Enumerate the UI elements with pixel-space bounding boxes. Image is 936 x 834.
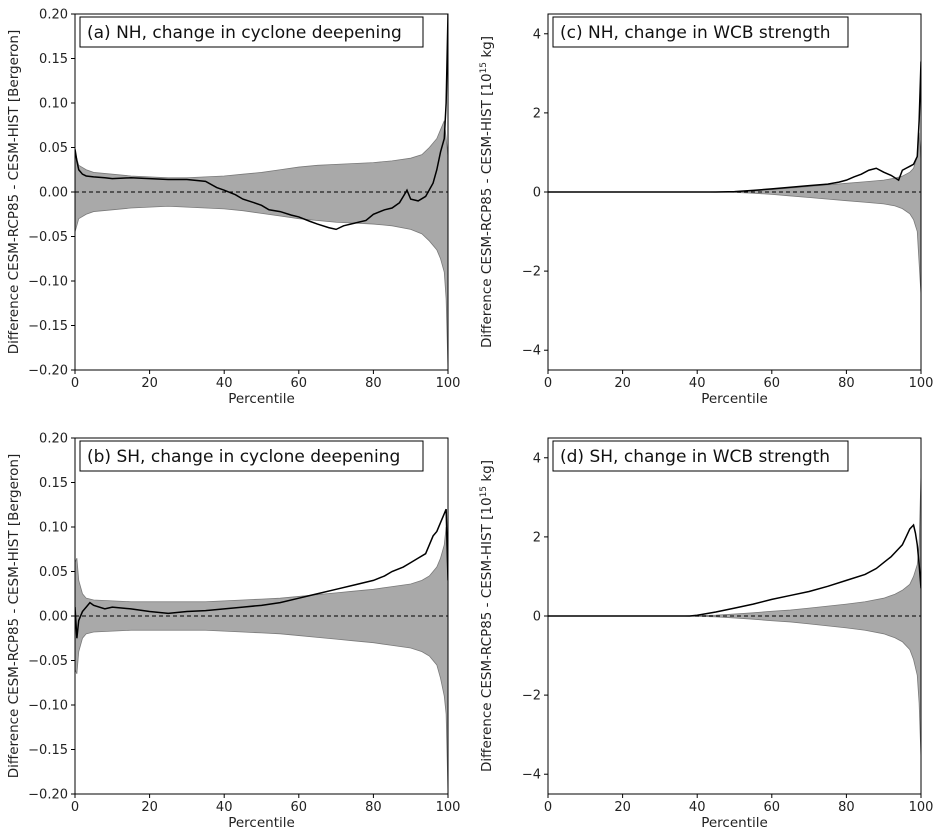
y-tick-label: 4 <box>533 27 541 42</box>
y-axis-label-unit: kg] <box>479 460 495 486</box>
y-tick-label: −2 <box>522 689 541 704</box>
x-tick-label: 100 <box>436 800 461 815</box>
spread-band <box>75 120 448 370</box>
x-tick-label: 40 <box>689 376 706 391</box>
y-axis-label: Difference CESM-RCP85 - CESM-HIST [1015 … <box>479 36 495 348</box>
y-axis-label-main: Difference CESM-RCP85 - CESM-HIST [10 <box>479 497 495 772</box>
y-axis-label-unit: kg] <box>479 36 495 62</box>
panel-title-box <box>552 16 849 48</box>
spread-band <box>548 473 921 759</box>
spread-band <box>548 132 921 295</box>
y-tick-label: 0.15 <box>39 476 68 491</box>
x-tick-label: 20 <box>614 800 631 815</box>
y-axis-label-superscript: 15 <box>479 62 489 73</box>
panel-title-box <box>79 440 424 472</box>
x-axis-label: Percentile <box>701 815 768 831</box>
x-axis-label: Percentile <box>228 391 295 407</box>
x-axis-label: Percentile <box>701 391 768 407</box>
y-tick-label: −0.05 <box>28 230 68 245</box>
y-tick-label: −4 <box>522 344 541 359</box>
y-axis-label: Difference CESM-RCP85 - CESM-HIST [Berge… <box>6 454 22 778</box>
y-tick-label: 0.10 <box>39 97 68 112</box>
x-tick-label: 60 <box>291 800 308 815</box>
y-tick-label: −0.15 <box>28 743 68 758</box>
y-tick-label: −0.05 <box>28 654 68 669</box>
x-tick-label: 100 <box>436 376 461 391</box>
x-tick-label: 100 <box>909 376 934 391</box>
y-tick-label: 0.05 <box>39 565 68 580</box>
y-tick-label: 0.00 <box>39 186 68 201</box>
y-tick-label: 2 <box>533 530 541 545</box>
y-tick-label: −0.10 <box>28 275 68 290</box>
x-tick-label: 40 <box>689 800 706 815</box>
difference-line <box>548 61 921 193</box>
x-axis-label: Percentile <box>228 815 295 831</box>
panel-title: (a) NH, change in cyclone deepening <box>87 23 402 43</box>
x-tick-label: 80 <box>838 376 855 391</box>
x-tick-label: 20 <box>141 800 158 815</box>
x-tick-label: 0 <box>544 800 552 815</box>
y-tick-label: 0.00 <box>39 610 68 625</box>
y-tick-label: 2 <box>533 106 541 121</box>
x-tick-label: 60 <box>764 376 781 391</box>
y-tick-label: −4 <box>522 768 541 783</box>
y-axis-label-superscript: 15 <box>479 486 489 497</box>
x-tick-label: 0 <box>71 800 79 815</box>
panel-title: (b) SH, change in cyclone deepening <box>87 447 400 467</box>
y-axis-label-main: Difference CESM-RCP85 - CESM-HIST [Berge… <box>6 454 22 778</box>
y-tick-label: 4 <box>533 451 541 466</box>
y-tick-label: −0.20 <box>28 364 68 379</box>
difference-line <box>75 508 448 639</box>
difference-line <box>75 14 448 231</box>
x-tick-label: 40 <box>216 800 233 815</box>
x-tick-label: 80 <box>365 376 382 391</box>
x-tick-label: 80 <box>838 800 855 815</box>
y-tick-label: 0.05 <box>39 141 68 156</box>
panel-b: 0 20 40 60 80 100 −0.20 −0.15 −0.10 −0.05 0.00 0.05… <box>6 432 460 832</box>
x-tick-label: 100 <box>909 800 934 815</box>
x-tick-label: 80 <box>365 800 382 815</box>
spread-band <box>75 526 448 794</box>
panel-c: 0 20 40 60 80 100 −4 −2 0 2 4 Percentile Difference … <box>479 13 934 407</box>
x-tick-label: 60 <box>291 376 308 391</box>
y-tick-label: 0 <box>533 610 541 625</box>
x-tick-label: 20 <box>141 376 158 391</box>
x-tick-label: 60 <box>764 800 781 815</box>
y-axis-label: Difference CESM-RCP85 - CESM-HIST [Berge… <box>6 30 22 354</box>
y-tick-label: 0.15 <box>39 52 68 67</box>
panel-title: (c) NH, change in WCB strength <box>560 23 831 43</box>
y-tick-label: −0.15 <box>28 319 68 334</box>
x-tick-label: 0 <box>544 376 552 391</box>
y-axis-label: Difference CESM-RCP85 - CESM-HIST [1015 … <box>479 460 495 772</box>
panel-title-box <box>79 16 424 48</box>
y-tick-label: 0.20 <box>39 432 68 447</box>
y-tick-label: 0.10 <box>39 521 68 536</box>
x-tick-label: 20 <box>614 376 631 391</box>
y-tick-label: −0.20 <box>28 788 68 803</box>
panel-d: 0 20 40 60 80 100 −4 −2 0 2 4 Percentile Difference … <box>479 437 934 831</box>
y-tick-label: 0.20 <box>39 8 68 23</box>
x-tick-label: 40 <box>216 376 233 391</box>
x-tick-label: 0 <box>71 376 79 391</box>
y-tick-label: −0.10 <box>28 699 68 714</box>
panel-title: (d) SH, change in WCB strength <box>560 447 830 467</box>
panel-title-box <box>552 440 849 472</box>
y-tick-label: −2 <box>522 265 541 280</box>
y-axis-label-main: Difference CESM-RCP85 - CESM-HIST [10 <box>479 73 495 348</box>
y-tick-label: 0 <box>533 186 541 201</box>
y-axis-label-main: Difference CESM-RCP85 - CESM-HIST [Berge… <box>6 30 22 354</box>
panel-a: 0 20 40 60 80 100 −0.20 −0.15 −0.10 −0.05 0.00 0.05… <box>6 8 460 408</box>
difference-line <box>548 523 921 617</box>
